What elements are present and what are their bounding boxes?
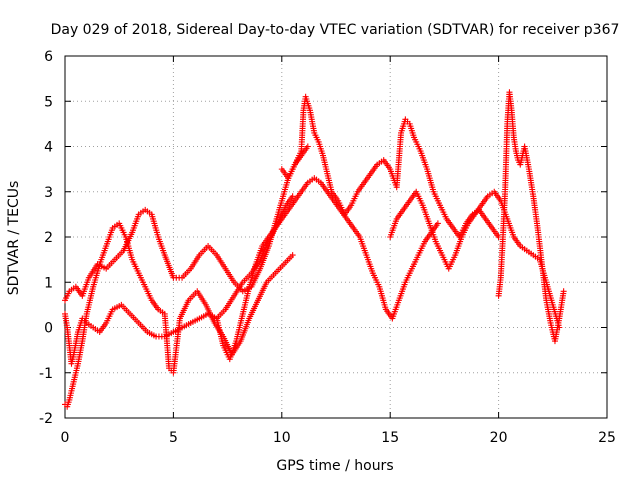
x-tick-label: 15: [381, 430, 399, 446]
y-tick-label: 2: [44, 230, 53, 246]
x-tick-label: 10: [273, 430, 291, 446]
y-tick-label: -1: [39, 366, 53, 382]
y-axis-label: SDTVAR / TECUs: [6, 181, 22, 296]
axis-ticks: [64, 55, 608, 419]
x-tick-label: 20: [490, 430, 508, 446]
data-point: [434, 220, 441, 227]
x-tick-labels: 0 5 10 15 20 25: [61, 430, 616, 446]
y-tick-label: 4: [44, 140, 53, 156]
data-point: [560, 288, 567, 295]
x-tick-label: 25: [598, 430, 616, 446]
x-axis-label: GPS time / hours: [276, 458, 393, 474]
data-points: [62, 89, 567, 410]
y-tick-label: 5: [44, 94, 53, 110]
data-point: [289, 252, 296, 259]
chart-title: Day 029 of 2018, Sidereal Day-to-day VTE…: [51, 22, 620, 38]
y-tick-labels: -2 -1 0 1 2 3 4 5 6: [39, 49, 53, 427]
y-tick-label: 0: [44, 321, 53, 337]
data-point: [304, 143, 311, 150]
y-tick-label: 6: [44, 49, 53, 65]
data-point: [289, 193, 296, 200]
x-tick-label: 0: [61, 430, 70, 446]
y-tick-label: 1: [44, 275, 53, 291]
y-tick-label: -2: [39, 411, 53, 427]
x-tick-label: 5: [169, 430, 178, 446]
y-tick-label: 3: [44, 185, 53, 201]
